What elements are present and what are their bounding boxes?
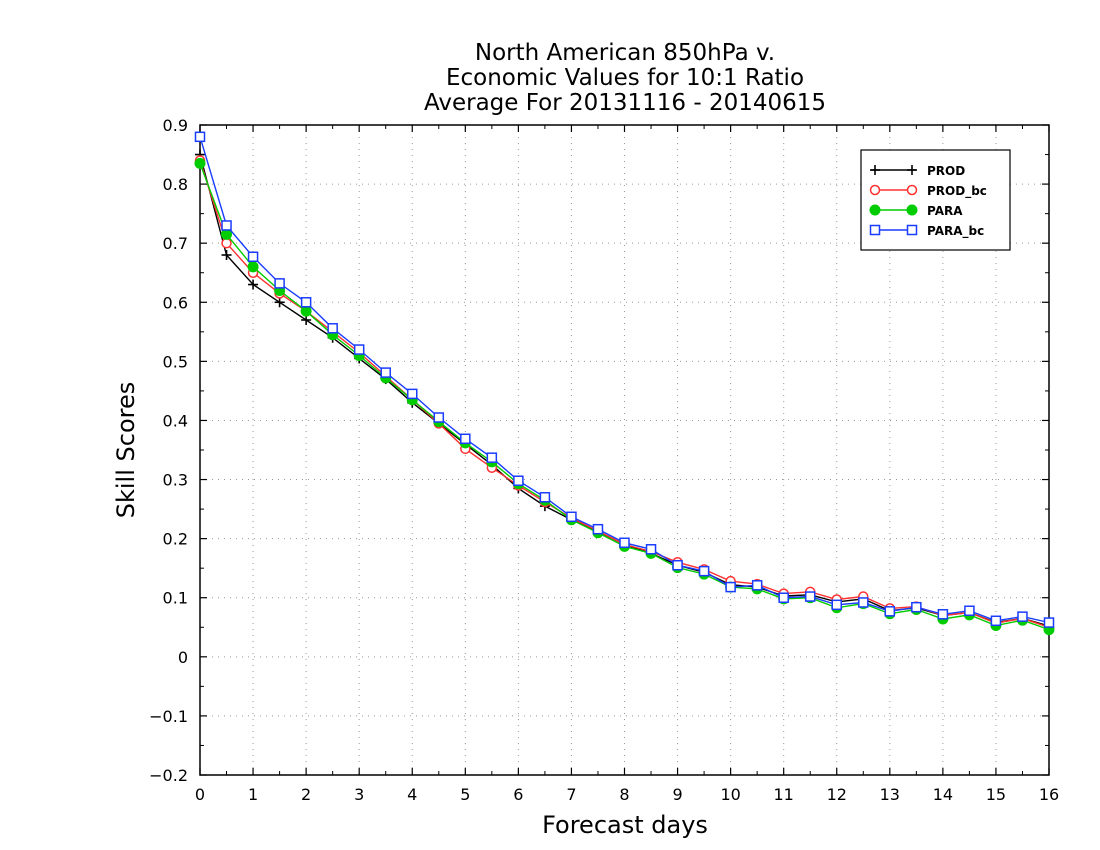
y-axis-label: Skill Scores <box>112 382 140 519</box>
legend-label: PROD_bc <box>927 184 987 199</box>
y-tick-label: 0.3 <box>163 471 188 490</box>
data-point-para-bc <box>566 511 577 523</box>
y-tick-label: −0.2 <box>149 766 188 785</box>
legend-marker <box>870 165 880 175</box>
y-tick-label: 0.5 <box>163 352 188 371</box>
x-tick-label: 3 <box>354 785 364 804</box>
x-tick-label: 4 <box>407 785 417 804</box>
legend-marker <box>869 204 881 216</box>
legend-box <box>860 149 1011 251</box>
data-point-para-bc <box>407 388 418 400</box>
x-tick-label: 0 <box>195 785 205 804</box>
data-point-prod <box>274 297 285 308</box>
data-point-para-bc <box>486 452 498 463</box>
data-point-para-bc <box>778 592 789 603</box>
data-point-prod <box>221 250 232 260</box>
x-tick-label: 15 <box>986 785 1006 804</box>
data-point-para <box>247 261 259 273</box>
x-tick-label: 7 <box>566 785 576 804</box>
legend: PROD PROD_bc PARA PARA_bc <box>860 149 1011 251</box>
y-tick-label: 0.7 <box>163 234 188 253</box>
legend-item-para-bc: PARA_bc <box>869 224 984 239</box>
y-tick-label: −0.1 <box>149 707 188 726</box>
x-tick-label: 13 <box>880 785 900 804</box>
x-axis-label: Forecast days <box>542 811 708 839</box>
data-point-para-bc <box>884 606 896 617</box>
chart-title-line-2: Economic Values for 10:1 Ratio <box>446 65 804 91</box>
ticks: 0 1 2 3 4 5 6 7 8 9 10 11 12 13 14 15 16−0.2−0.100.10.20… <box>149 116 1059 804</box>
series-para-bc <box>194 131 1055 628</box>
data-point-para-bc <box>725 581 736 593</box>
y-tick-label: 0.4 <box>163 411 188 430</box>
legend-marker <box>906 204 918 216</box>
x-tick-label: 12 <box>827 785 847 804</box>
data-point-para-bc <box>858 597 869 608</box>
y-tick-label: 0.9 <box>163 116 188 135</box>
data-point-para-bc <box>592 523 604 535</box>
x-tick-label: 16 <box>1039 785 1059 804</box>
data-point-para-bc <box>911 601 922 613</box>
data-point-prod <box>248 279 259 290</box>
legend-marker <box>906 224 918 236</box>
data-point-para-bc <box>672 559 683 571</box>
data-point-para-bc <box>1043 617 1055 628</box>
data-point-prod-bc <box>221 237 232 249</box>
x-tick-label: 5 <box>460 785 470 804</box>
data-point-para-bc <box>645 544 657 555</box>
data-point-para-bc <box>990 615 1002 627</box>
chart-title-line-3: Average For 20131116 - 20140615 <box>424 90 826 116</box>
y-tick-label: 0.2 <box>163 530 188 549</box>
data-point-para <box>300 305 312 317</box>
data-point-para-bc <box>831 599 842 611</box>
data-point-para-bc <box>751 580 763 591</box>
x-tick-label: 8 <box>619 785 629 804</box>
x-tick-label: 9 <box>672 785 682 804</box>
data-point-para-bc <box>433 412 445 423</box>
data-point-para-bc <box>247 251 259 263</box>
data-point-para-bc <box>274 278 285 289</box>
data-point-para <box>221 228 233 240</box>
data-point-para-bc <box>964 605 975 616</box>
data-point-para-bc <box>619 537 630 549</box>
data-point-para-bc <box>194 131 206 143</box>
x-tick-label: 14 <box>933 785 953 804</box>
data-point-para <box>194 157 206 169</box>
data-point-para-bc <box>380 367 391 378</box>
data-point-para-bc <box>698 565 710 577</box>
legend-marker <box>869 184 881 196</box>
x-tick-label: 10 <box>720 785 740 804</box>
data-point-para-bc <box>300 297 312 308</box>
legend-item-prod: PROD <box>870 164 965 178</box>
chart-title-line-1: North American 850hPa v. <box>475 40 775 66</box>
data-point-para-bc <box>460 433 471 445</box>
legend-marker <box>869 224 881 236</box>
x-tick-label: 1 <box>248 785 258 804</box>
y-tick-label: 0.8 <box>163 175 188 194</box>
y-tick-label: 0.6 <box>163 293 188 312</box>
data-point-para-bc <box>353 344 365 355</box>
legend-label: PROD <box>927 164 965 178</box>
legend-item-para: PARA <box>869 204 963 218</box>
legend-marker <box>906 184 918 196</box>
data-point-para-bc <box>327 323 338 334</box>
legend-label: PARA <box>927 204 963 218</box>
data-point-para-bc <box>1017 611 1028 622</box>
y-tick-label: 0 <box>178 648 188 667</box>
x-tick-label: 2 <box>301 785 311 804</box>
legend-label: PARA_bc <box>927 224 984 239</box>
data-point-para-bc <box>513 475 524 486</box>
data-point-para-bc <box>539 492 551 503</box>
legend-item-prod-bc: PROD_bc <box>869 184 987 199</box>
x-tick-label: 11 <box>774 785 794 804</box>
data-point-para-bc <box>804 591 816 602</box>
data-point-para-bc <box>937 609 949 620</box>
y-tick-label: 0.1 <box>163 589 188 608</box>
legend-marker <box>907 165 917 175</box>
data-point-para-bc <box>221 220 232 231</box>
series-layer <box>194 131 1055 636</box>
data-point-prod <box>301 315 312 325</box>
x-tick-label: 6 <box>513 785 523 804</box>
